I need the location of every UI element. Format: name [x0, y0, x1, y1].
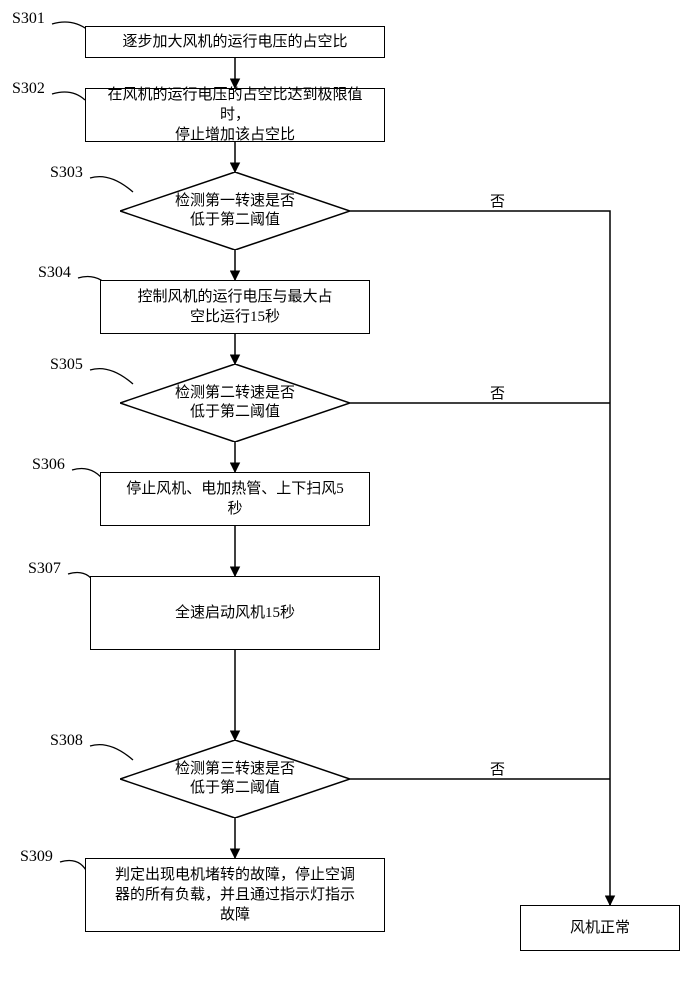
decision-s305: 检测第二转速是否 低于第二阈值 [120, 364, 350, 442]
step-label-s304: S304 [38, 264, 71, 282]
decision-s303: 检测第一转速是否 低于第二阈值 [120, 172, 350, 250]
step-s306: 停止风机、电加热管、上下扫风5 秒 [100, 472, 370, 526]
terminal-normal: 风机正常 [520, 905, 680, 951]
edge-label-s308-no: 否 [490, 758, 505, 779]
decision-s308-text: 检测第三转速是否 低于第二阈值 [120, 740, 350, 818]
edge-label-s303-no: 否 [490, 190, 505, 211]
step-label-s301: S301 [12, 10, 45, 28]
step-label-s307: S307 [28, 560, 61, 578]
step-label-s308: S308 [50, 732, 83, 750]
step-label-s305: S305 [50, 356, 83, 374]
step-s301: 逐步加大风机的运行电压的占空比 [85, 26, 385, 58]
edge-label-s305-no: 否 [490, 382, 505, 403]
decision-s308: 检测第三转速是否 低于第二阈值 [120, 740, 350, 818]
step-s302: 在风机的运行电压的占空比达到极限值时， 停止增加该占空比 [85, 88, 385, 142]
step-label-s303: S303 [50, 164, 83, 182]
step-label-s309: S309 [20, 848, 53, 866]
step-label-s306: S306 [32, 456, 65, 474]
step-s309: 判定出现电机堵转的故障，停止空调 器的所有负载，并且通过指示灯指示 故障 [85, 858, 385, 932]
step-s307: 全速启动风机15秒 [90, 576, 380, 650]
decision-s305-text: 检测第二转速是否 低于第二阈值 [120, 364, 350, 442]
decision-s303-text: 检测第一转速是否 低于第二阈值 [120, 172, 350, 250]
step-label-s302: S302 [12, 80, 45, 98]
step-s304: 控制风机的运行电压与最大占 空比运行15秒 [100, 280, 370, 334]
